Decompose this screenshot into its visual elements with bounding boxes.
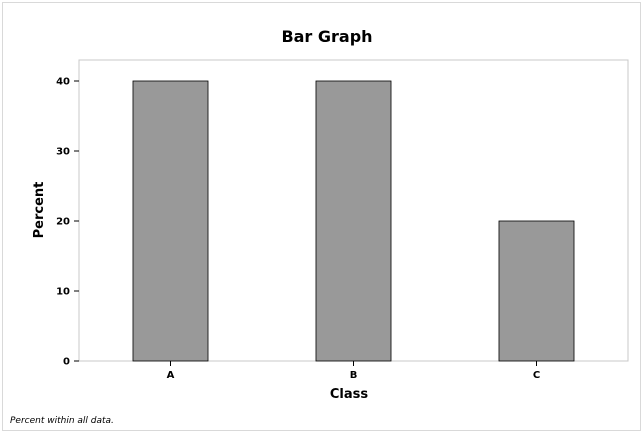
bar-a [132, 80, 209, 362]
x-tick-label-a: A [167, 370, 175, 381]
bar-c [498, 220, 575, 362]
x-tick-label-b: B [350, 370, 358, 381]
x-tick-label-c: C [533, 370, 540, 381]
y-tick-label-10: 10 [56, 287, 70, 298]
y-tick-label-20: 20 [56, 217, 70, 228]
chart-title: Bar Graph [281, 27, 372, 46]
y-tick-label-0: 0 [63, 357, 70, 368]
x-axis-label: Class [330, 387, 369, 402]
y-axis-label: Percent [32, 182, 47, 239]
y-tick-label-30: 30 [56, 147, 70, 158]
footnote: Percent within all data. [10, 416, 114, 426]
y-tick-label-40: 40 [56, 77, 70, 88]
bar-b [315, 80, 392, 362]
